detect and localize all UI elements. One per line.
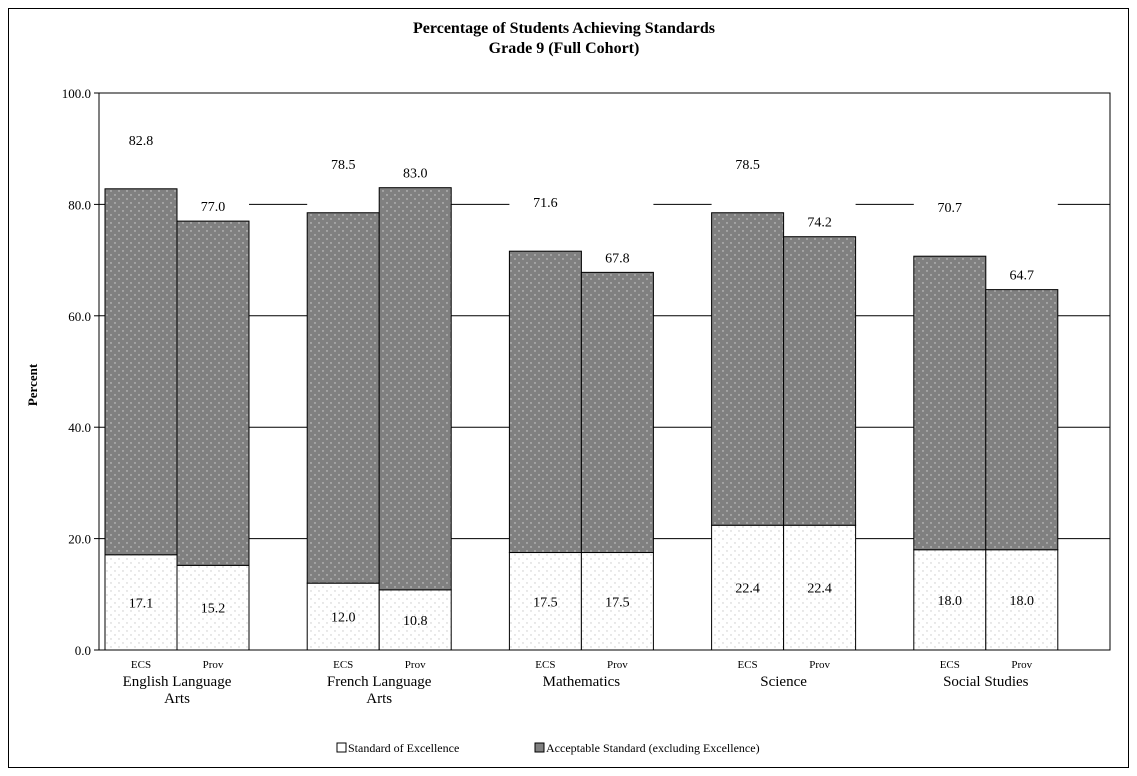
bar-label: Prov bbox=[809, 659, 830, 671]
bar-acceptable bbox=[508, 250, 582, 554]
data-label-excellence: 10.8 bbox=[403, 614, 428, 629]
bar-group bbox=[913, 94, 1059, 651]
bar-group bbox=[306, 94, 452, 651]
category-label: English Language bbox=[123, 674, 232, 690]
data-label-total: 71.6 bbox=[533, 196, 558, 211]
data-label-total: 83.0 bbox=[403, 167, 428, 182]
bar-label: ECS bbox=[738, 659, 758, 671]
bar-group bbox=[508, 94, 654, 651]
legend-item-excellence: Standard of Excellence bbox=[336, 741, 459, 755]
legend-item-acceptable: Acceptable Standard (excluding Excellenc… bbox=[534, 741, 760, 755]
y-tick-label: 80.0 bbox=[68, 197, 91, 212]
data-label-excellence: 22.4 bbox=[807, 582, 832, 597]
y-axis-ticks: 0.0 20.0 40.0 60.0 80.0 100.0 bbox=[62, 86, 99, 658]
bar-excellence bbox=[508, 552, 582, 651]
category-label: Science bbox=[760, 674, 807, 690]
bar-excellence bbox=[378, 589, 452, 651]
data-label-total: 67.8 bbox=[605, 251, 630, 266]
data-label-excellence: 17.5 bbox=[533, 595, 558, 610]
bar-label: Prov bbox=[405, 659, 426, 671]
bar-group bbox=[711, 94, 857, 651]
chart-canvas: Percentage of Students Achieving Standar… bbox=[25, 20, 1111, 755]
bar-label: Prov bbox=[203, 659, 224, 671]
legend: Standard of Excellence Acceptable Standa… bbox=[336, 741, 760, 755]
data-label-total: 78.5 bbox=[331, 158, 356, 173]
data-label-excellence: 18.0 bbox=[938, 594, 963, 609]
data-label-background bbox=[400, 166, 430, 182]
bar-label: Prov bbox=[607, 659, 628, 671]
bars bbox=[104, 94, 1059, 651]
category-label: French Language bbox=[327, 674, 432, 690]
bar-excellence bbox=[176, 564, 250, 651]
bar-excellence bbox=[104, 554, 178, 651]
category-label: Arts bbox=[164, 691, 190, 707]
legend-swatch-excellence bbox=[336, 742, 347, 753]
bar-acceptable bbox=[176, 220, 250, 566]
data-label-total: 74.2 bbox=[807, 216, 832, 231]
data-label-background bbox=[805, 215, 834, 231]
bar-acceptable bbox=[378, 187, 452, 591]
data-label-total: 82.8 bbox=[129, 134, 154, 149]
bar-label: ECS bbox=[333, 659, 353, 671]
bar-acceptable bbox=[783, 236, 857, 526]
y-tick-label: 40.0 bbox=[68, 420, 91, 435]
data-label-excellence: 12.0 bbox=[331, 611, 356, 626]
category-label: Arts bbox=[366, 691, 392, 707]
data-label-background bbox=[1007, 268, 1037, 284]
data-label-excellence: 17.5 bbox=[605, 595, 630, 610]
bar-excellence bbox=[913, 549, 987, 651]
chart-title: Percentage of Students Achieving Standar… bbox=[413, 20, 715, 37]
chart-subtitle: Grade 9 (Full Cohort) bbox=[489, 40, 640, 57]
y-tick-label: 100.0 bbox=[62, 86, 91, 101]
y-tick-label: 60.0 bbox=[68, 309, 91, 324]
category-label: Social Studies bbox=[943, 674, 1029, 690]
data-label-total: 64.7 bbox=[1010, 269, 1035, 284]
bar-label: ECS bbox=[131, 659, 151, 671]
legend-label-acceptable: Acceptable Standard (excluding Excellenc… bbox=[546, 741, 760, 755]
bar-excellence bbox=[711, 524, 785, 651]
chart-frame: Percentage of Students Achieving Standar… bbox=[8, 8, 1129, 768]
y-axis-label: Percent bbox=[25, 363, 40, 406]
legend-label-excellence: Standard of Excellence bbox=[348, 741, 459, 755]
bar-group bbox=[104, 94, 250, 651]
bar-acceptable bbox=[985, 289, 1059, 551]
bar-acceptable bbox=[306, 212, 380, 584]
bar-label: Prov bbox=[1011, 659, 1032, 671]
bar-label: ECS bbox=[940, 659, 960, 671]
bar-acceptable bbox=[711, 212, 785, 526]
data-labels: 17.1 82.8 15.2 77.0 12.0 78.5 10.8 83.0 17.5 71.6… bbox=[129, 134, 1037, 629]
bar-acceptable bbox=[104, 188, 178, 556]
category-label: Mathematics bbox=[543, 674, 621, 690]
y-tick-label: 20.0 bbox=[68, 532, 91, 547]
data-label-excellence: 22.4 bbox=[735, 582, 760, 597]
data-label-excellence: 15.2 bbox=[201, 602, 226, 617]
bar-acceptable bbox=[913, 255, 987, 551]
data-label-total: 77.0 bbox=[201, 200, 226, 215]
bar-label: ECS bbox=[535, 659, 555, 671]
data-label-excellence: 18.0 bbox=[1010, 594, 1035, 609]
data-label-total: 78.5 bbox=[735, 158, 760, 173]
data-label-total: 70.7 bbox=[938, 201, 963, 216]
data-label-background bbox=[603, 251, 632, 267]
legend-swatch-acceptable bbox=[534, 742, 545, 753]
data-label-excellence: 17.1 bbox=[129, 596, 154, 611]
plot-area-border bbox=[98, 92, 1111, 651]
y-tick-label: 0.0 bbox=[75, 643, 91, 658]
bar-acceptable bbox=[580, 271, 654, 554]
data-label-background bbox=[198, 200, 228, 216]
